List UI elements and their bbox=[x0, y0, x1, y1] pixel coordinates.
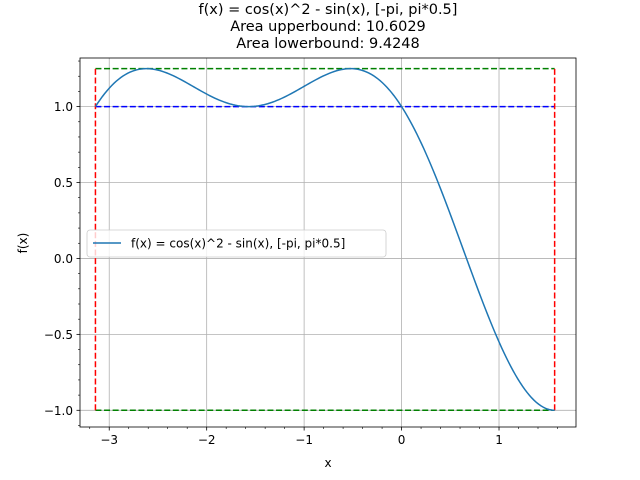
plot-area: −3 −2 −1 0 1 −1.0 −0.5 0.0 0.5 1.0 f(x) = cos(x)^2… bbox=[44, 57, 577, 447]
title-line-2: Area upperbound: 10.6029 bbox=[230, 19, 426, 35]
x-tick-label: −2 bbox=[198, 433, 216, 447]
legend: f(x) = cos(x)^2 - sin(x), [-pi, pi*0.5] bbox=[86, 229, 387, 258]
y-tick-label: 0.0 bbox=[54, 252, 73, 266]
y-tick-label: 0.5 bbox=[54, 176, 73, 190]
y-tick-label: −0.5 bbox=[44, 328, 73, 342]
y-tick-label: −1.0 bbox=[44, 404, 73, 418]
title-line-3: Area lowerbound: 9.4248 bbox=[236, 36, 420, 52]
y-axis-label: f(x) bbox=[16, 233, 30, 254]
chart-title: f(x) = cos(x)^2 - sin(x), [-pi, pi*0.5] … bbox=[199, 2, 458, 52]
title-line-1: f(x) = cos(x)^2 - sin(x), [-pi, pi*0.5] bbox=[199, 2, 458, 18]
series-line bbox=[94, 67, 555, 412]
x-tick-label: −1 bbox=[295, 433, 313, 447]
x-axis-label: x bbox=[324, 456, 331, 470]
legend-box bbox=[86, 229, 387, 258]
axes-frame bbox=[79, 57, 577, 428]
x-tick-label: 0 bbox=[398, 433, 406, 447]
y-tick-label: 1.0 bbox=[54, 100, 73, 114]
x-tick-label: −3 bbox=[100, 433, 118, 447]
x-tick-label: 1 bbox=[495, 433, 503, 447]
legend-label: f(x) = cos(x)^2 - sin(x), [-pi, pi*0.5] bbox=[131, 237, 345, 251]
